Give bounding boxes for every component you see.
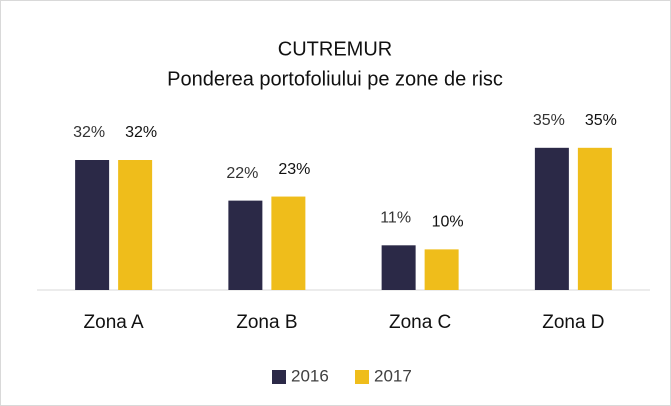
data-label: 32% [73, 124, 105, 141]
x-tick-label: Zona B [236, 312, 297, 333]
bar [577, 147, 612, 290]
data-label: 23% [278, 161, 310, 178]
x-tick-label: Zona D [542, 312, 604, 333]
bar [228, 200, 263, 290]
bar [381, 245, 416, 290]
x-tick-label: Zona A [84, 312, 145, 333]
data-label: 22% [226, 165, 258, 182]
legend-label: 2017 [374, 366, 412, 385]
legend-swatch [272, 370, 286, 384]
legend-swatch [355, 370, 369, 384]
data-label: 35% [585, 112, 617, 129]
bar [271, 196, 306, 290]
chart-title: CUTREMUR [278, 38, 392, 60]
data-label: 35% [533, 112, 565, 129]
bar [75, 160, 110, 290]
legend-label: 2016 [291, 366, 329, 385]
data-label: 11% [380, 210, 411, 227]
bar [534, 147, 569, 290]
data-label: 32% [125, 124, 157, 141]
bar [424, 249, 459, 290]
chart-subtitle: Ponderea portofoliului pe zone de risc [167, 68, 503, 90]
bar [118, 160, 153, 290]
x-tick-label: Zona C [389, 312, 451, 333]
data-label: 10% [432, 214, 464, 231]
